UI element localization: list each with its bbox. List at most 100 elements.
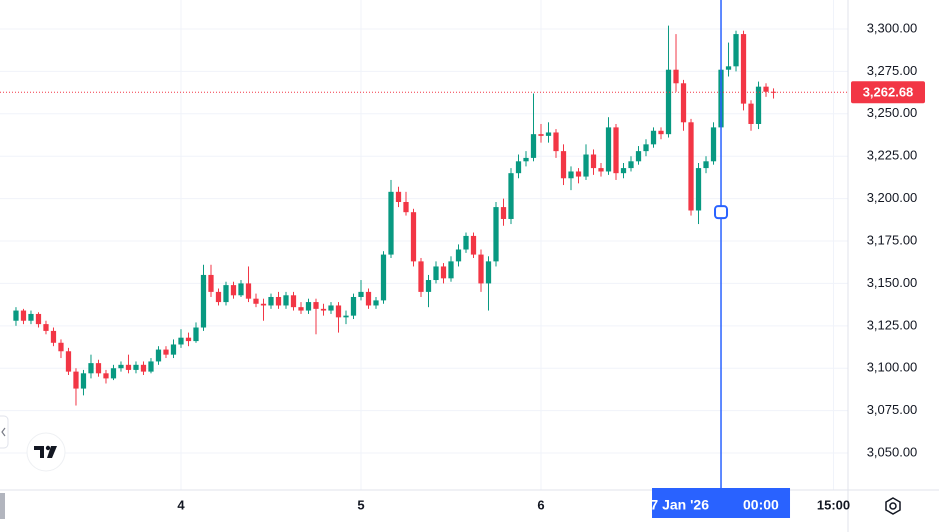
y-tick-label: 3,075.00 xyxy=(867,402,918,417)
candle-body xyxy=(733,34,739,67)
settings-button[interactable] xyxy=(885,497,901,515)
candle-body xyxy=(643,144,649,152)
candle-body xyxy=(748,103,754,124)
candle-body xyxy=(710,127,717,162)
candle-body xyxy=(215,291,222,303)
candle-body xyxy=(343,315,349,318)
x-tick-label: 4 xyxy=(177,497,185,512)
candle-body xyxy=(35,313,42,325)
candle-body xyxy=(118,364,124,369)
grid xyxy=(0,0,848,490)
crosshair-time: 00:00 xyxy=(743,497,779,513)
candle-body xyxy=(133,364,139,370)
candle-body xyxy=(620,168,627,174)
candle-body xyxy=(283,295,289,306)
crosshair-marker xyxy=(714,205,729,220)
last-price-box xyxy=(851,81,925,104)
crosshair-time-box xyxy=(652,488,791,518)
candle-body xyxy=(88,363,94,374)
candle-body xyxy=(148,361,154,372)
candle-body xyxy=(410,212,417,262)
candle-body xyxy=(508,173,514,219)
y-tick-label: 3,300.00 xyxy=(867,20,918,35)
crosshair-date: 07 Jan '26 xyxy=(643,497,710,513)
candle-body xyxy=(230,285,237,296)
candle-body xyxy=(605,127,612,172)
candle-body xyxy=(373,300,379,306)
candle-body xyxy=(553,132,559,152)
candle-body xyxy=(470,235,477,255)
candle-body xyxy=(170,344,177,355)
scroll-handle[interactable] xyxy=(0,493,5,519)
candle-body xyxy=(95,363,102,374)
candle-body xyxy=(110,368,117,379)
candle-body xyxy=(43,324,49,331)
y-tick-label: 3,150.00 xyxy=(867,275,918,290)
candle-body xyxy=(20,310,27,321)
candle-body xyxy=(418,261,424,292)
candle-body xyxy=(268,296,274,306)
candle-body xyxy=(515,161,522,174)
candle-body xyxy=(628,161,634,169)
candle-body xyxy=(125,364,132,370)
candle-body xyxy=(575,171,582,177)
candle-body xyxy=(305,302,312,311)
candle-body xyxy=(635,151,642,162)
candle-body xyxy=(433,266,439,281)
candle-body xyxy=(680,83,687,123)
candle-body xyxy=(238,283,244,296)
collapse-tab[interactable] xyxy=(0,415,9,449)
candle-body xyxy=(253,298,259,304)
candle-body xyxy=(725,66,732,70)
candle-body xyxy=(335,305,342,318)
y-tick-label: 3,125.00 xyxy=(867,317,918,332)
candle-body xyxy=(755,86,762,124)
candle-body xyxy=(478,254,484,284)
candle-body xyxy=(545,132,552,136)
candle-body xyxy=(155,349,162,362)
candle-body xyxy=(425,280,432,292)
candle-body xyxy=(193,327,199,342)
candle-body xyxy=(350,296,357,316)
candle-body xyxy=(538,134,544,136)
candle-body xyxy=(208,274,214,292)
candle-body xyxy=(290,295,297,308)
tradingview-logo[interactable] xyxy=(26,432,66,472)
y-tick-label: 3,250.00 xyxy=(867,105,918,120)
candle-body xyxy=(673,69,679,84)
candle-body xyxy=(65,351,72,372)
candle-body xyxy=(740,34,747,104)
candle-body xyxy=(365,291,372,306)
candle-body xyxy=(695,168,702,211)
candle-body xyxy=(568,171,574,179)
candle-body xyxy=(395,191,402,203)
candle-body xyxy=(665,69,672,135)
candle-body xyxy=(73,371,79,389)
x-tick-label: 6 xyxy=(537,497,544,512)
candle-body xyxy=(463,235,469,250)
candle-body xyxy=(58,342,64,352)
candle-body xyxy=(763,86,769,92)
candle-body xyxy=(583,154,589,177)
y-tick-label: 3,225.00 xyxy=(867,148,918,163)
y-tick-label: 3,100.00 xyxy=(867,360,918,375)
candle-body xyxy=(178,337,184,345)
candle-body xyxy=(560,151,567,179)
candle-body xyxy=(50,330,57,343)
candle-body xyxy=(13,310,19,321)
candle-body xyxy=(223,285,229,303)
candle-body xyxy=(448,261,454,279)
candle-body xyxy=(358,291,364,297)
candle-body xyxy=(200,274,207,328)
candle-body xyxy=(485,261,492,284)
candle-body xyxy=(103,373,109,379)
candle-body xyxy=(140,364,147,372)
candle-body xyxy=(388,191,394,255)
candle-body xyxy=(658,130,664,135)
candle-body xyxy=(770,91,777,93)
candle-body xyxy=(380,254,387,301)
candle-body xyxy=(500,207,507,219)
candle-body xyxy=(275,296,282,306)
